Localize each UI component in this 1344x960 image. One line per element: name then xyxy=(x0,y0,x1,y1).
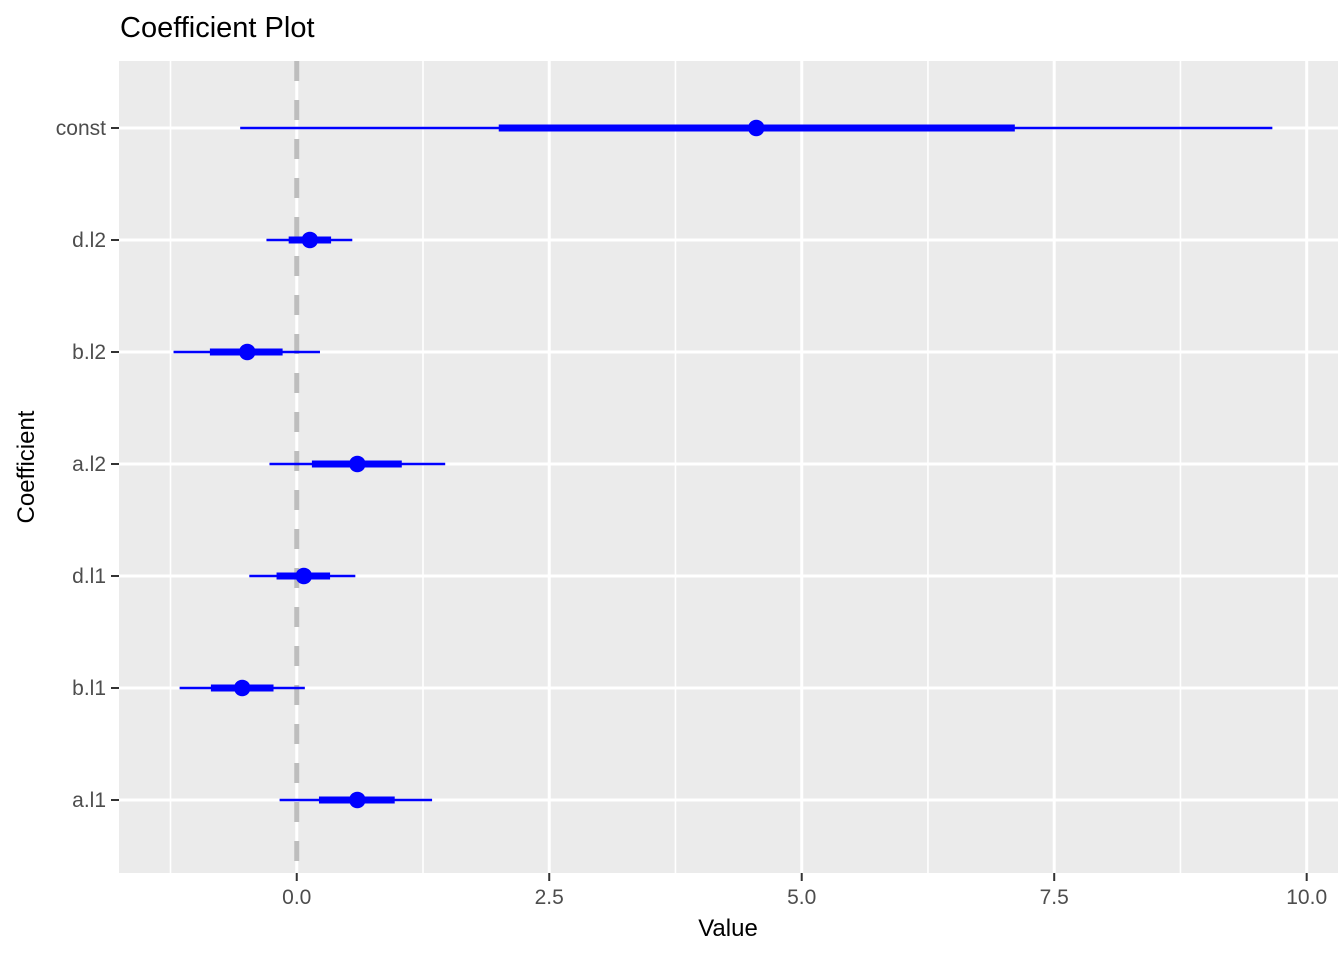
panel-background xyxy=(119,61,1338,873)
estimate-point xyxy=(295,567,313,585)
x-tick-label: 0.0 xyxy=(282,886,311,909)
estimate-point xyxy=(349,791,366,809)
y-tick-label: d.l1 xyxy=(72,565,106,588)
estimate-point xyxy=(301,231,319,249)
y-axis-title: Coefficient xyxy=(13,410,40,524)
x-tick-label: 7.5 xyxy=(1040,886,1069,909)
y-tick-label: const xyxy=(56,117,106,140)
estimate-point xyxy=(747,119,765,137)
estimate-point xyxy=(238,343,256,361)
y-tick-label: b.l1 xyxy=(72,677,106,700)
plot-title: Coefficient Plot xyxy=(120,12,315,44)
y-tick-label: d.l2 xyxy=(72,229,106,252)
x-axis-title: Value xyxy=(698,915,758,942)
y-tick-label: a.l2 xyxy=(72,453,106,476)
estimate-point xyxy=(349,455,366,473)
y-tick-label: a.l1 xyxy=(72,789,106,812)
x-tick-label: 10.0 xyxy=(1286,886,1327,909)
x-tick-label: 2.5 xyxy=(535,886,564,909)
y-tick-label: b.l2 xyxy=(72,341,106,364)
estimate-point xyxy=(233,679,251,697)
x-tick-label: 5.0 xyxy=(787,886,816,909)
